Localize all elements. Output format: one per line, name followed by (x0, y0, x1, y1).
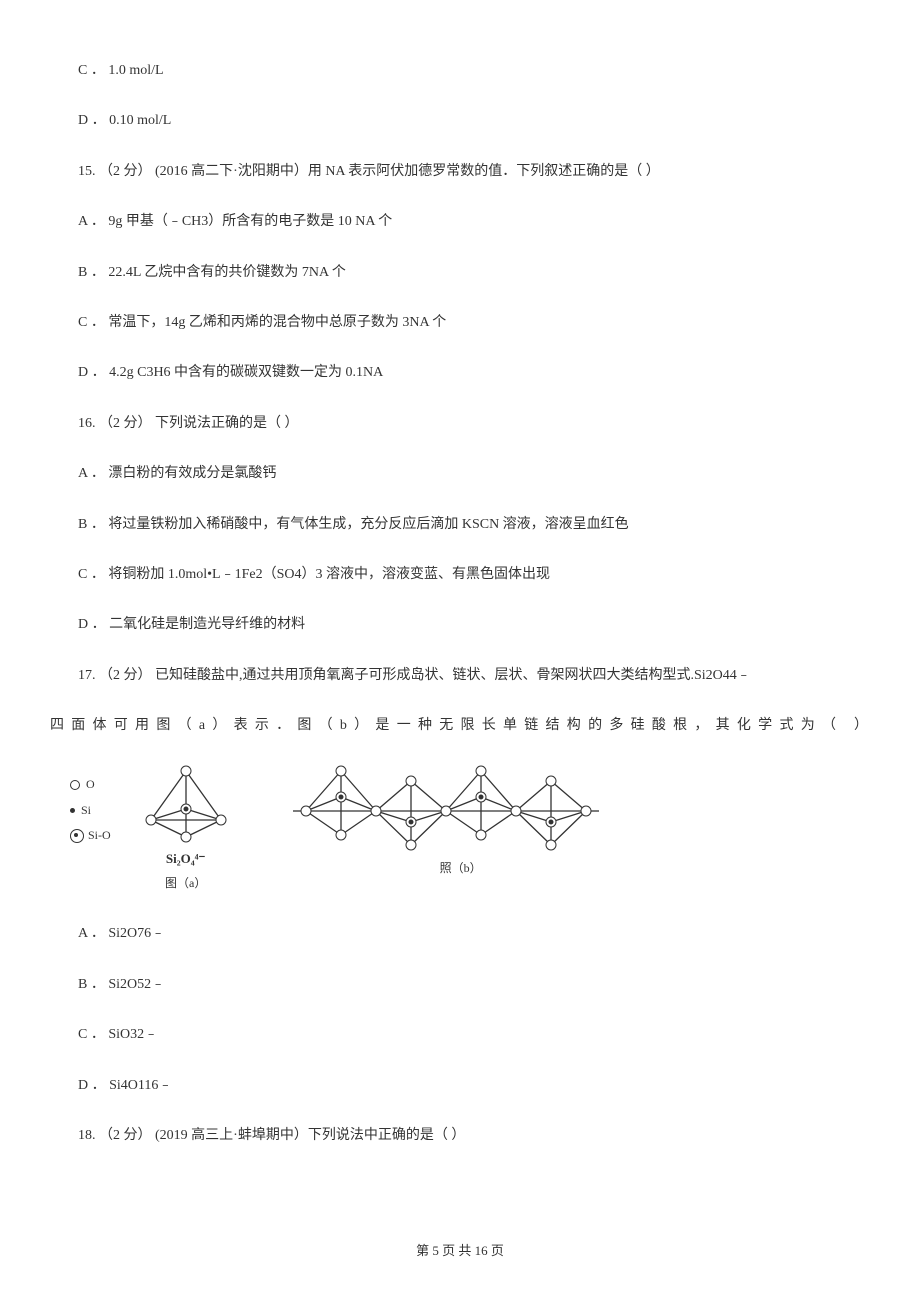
sio-icon (70, 829, 82, 841)
q17-prompt-line2: 四面体可用图（a）表示．图（b）是一种无限长单链结构的多硅酸根，其化学式为（ ） (50, 715, 870, 737)
legend-si-label: Si (81, 801, 91, 820)
q15-option-c: C ． 常温下，14g 乙烯和丙烯的混合物中总原子数为 3NA 个 (50, 312, 870, 334)
oxygen-icon (70, 780, 80, 790)
diagram-legend: O Si Si-O (70, 765, 111, 845)
q17-diagram: O Si Si-O Si₂O₄⁴⁻ 图（a） 照（b） (50, 765, 870, 893)
figure-a-formula: Si₂O₄⁴⁻ (166, 849, 206, 870)
q17-option-d: D ． Si4O116﹣ (50, 1075, 870, 1097)
page-footer: 第 5 页 共 16 页 (0, 1241, 920, 1262)
q17-option-a: A ． Si2O76﹣ (50, 923, 870, 945)
q14-option-c: C ． 1.0 mol/L (50, 60, 870, 82)
legend-o-label: O (86, 775, 95, 794)
q16-prompt: 16. （2 分） 下列说法正确的是（ ） (50, 413, 870, 435)
q17-option-c: C ． SiO32﹣ (50, 1024, 870, 1046)
q15-prompt: 15. （2 分） (2016 高二下·沈阳期中）用 NA 表示阿伏加德罗常数的… (50, 161, 870, 183)
legend-oxygen: O (70, 775, 111, 794)
q16-option-a: A ． 漂白粉的有效成分是氯酸钙 (50, 463, 870, 485)
tetrahedron-a-svg (141, 765, 231, 845)
legend-sio-label: Si-O (88, 826, 111, 845)
q17-prompt-line1: 17. （2 分） 已知硅酸盐中,通过共用顶角氧离子可形成岛状、链状、层状、骨架… (50, 665, 870, 687)
figure-a-label: 图（a） (165, 874, 206, 893)
q15-option-d: D ． 4.2g C3H6 中含有的碳碳双键数一定为 0.1NA (50, 362, 870, 384)
legend-silicon: Si (70, 801, 111, 820)
q15-option-a: A ． 9g 甲基（﹣CH3）所含有的电子数是 10 NA 个 (50, 211, 870, 233)
q15-option-b: B ． 22.4L 乙烷中含有的共价键数为 7NA 个 (50, 262, 870, 284)
q16-option-d: D ． 二氧化硅是制造光导纤维的材料 (50, 614, 870, 636)
legend-sio: Si-O (70, 826, 111, 845)
silicon-icon (70, 808, 75, 813)
figure-b-label: 照（b） (440, 859, 482, 878)
q17-option-b: B ． Si2O52﹣ (50, 974, 870, 996)
q16-option-b: B ． 将过量铁粉加入稀硝酸中，有气体生成，充分反应后滴加 KSCN 溶液，溶液… (50, 514, 870, 536)
q14-option-d: D ． 0.10 mol/L (50, 110, 870, 132)
figure-a: Si₂O₄⁴⁻ 图（a） (141, 765, 231, 893)
figure-b: 照（b） (291, 765, 631, 878)
q16-option-c: C ． 将铜粉加 1.0mol•L﹣1Fe2（SO4）3 溶液中，溶液变蓝、有黑… (50, 564, 870, 586)
chain-b-svg (291, 765, 631, 855)
q18-prompt: 18. （2 分） (2019 高三上·蚌埠期中）下列说法中正确的是（ ） (50, 1125, 870, 1147)
